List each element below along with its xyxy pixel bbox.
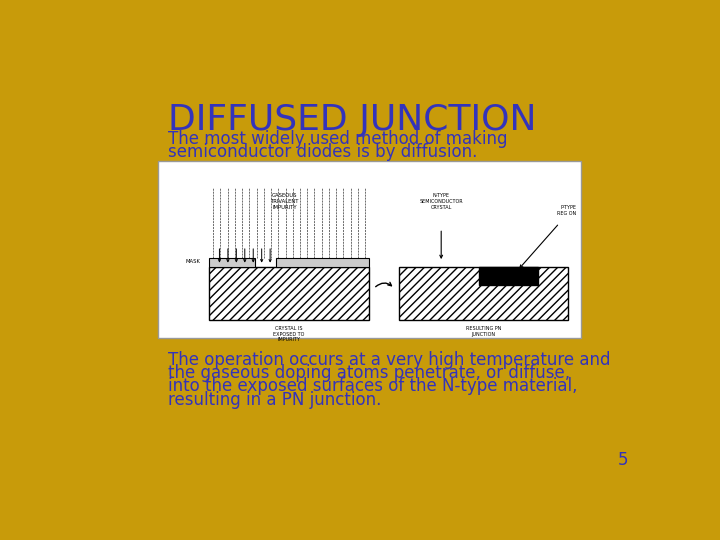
Text: The most widely used method of making: The most widely used method of making [168, 130, 507, 148]
Text: The operation occurs at a very high temperature and: The operation occurs at a very high temp… [168, 351, 610, 369]
Text: DIFFUSED JUNCTION: DIFFUSED JUNCTION [168, 103, 536, 137]
Text: into the exposed surfaces of the N-type material,: into the exposed surfaces of the N-type … [168, 377, 577, 395]
Text: semiconductor diodes is by diffusion.: semiconductor diodes is by diffusion. [168, 143, 477, 161]
Text: the gaseous doping atoms penetrate, or diffuse,: the gaseous doping atoms penetrate, or d… [168, 364, 570, 382]
Text: 5: 5 [618, 451, 629, 469]
Text: resulting in a PN junction.: resulting in a PN junction. [168, 390, 381, 408]
Bar [158, 161, 580, 338]
